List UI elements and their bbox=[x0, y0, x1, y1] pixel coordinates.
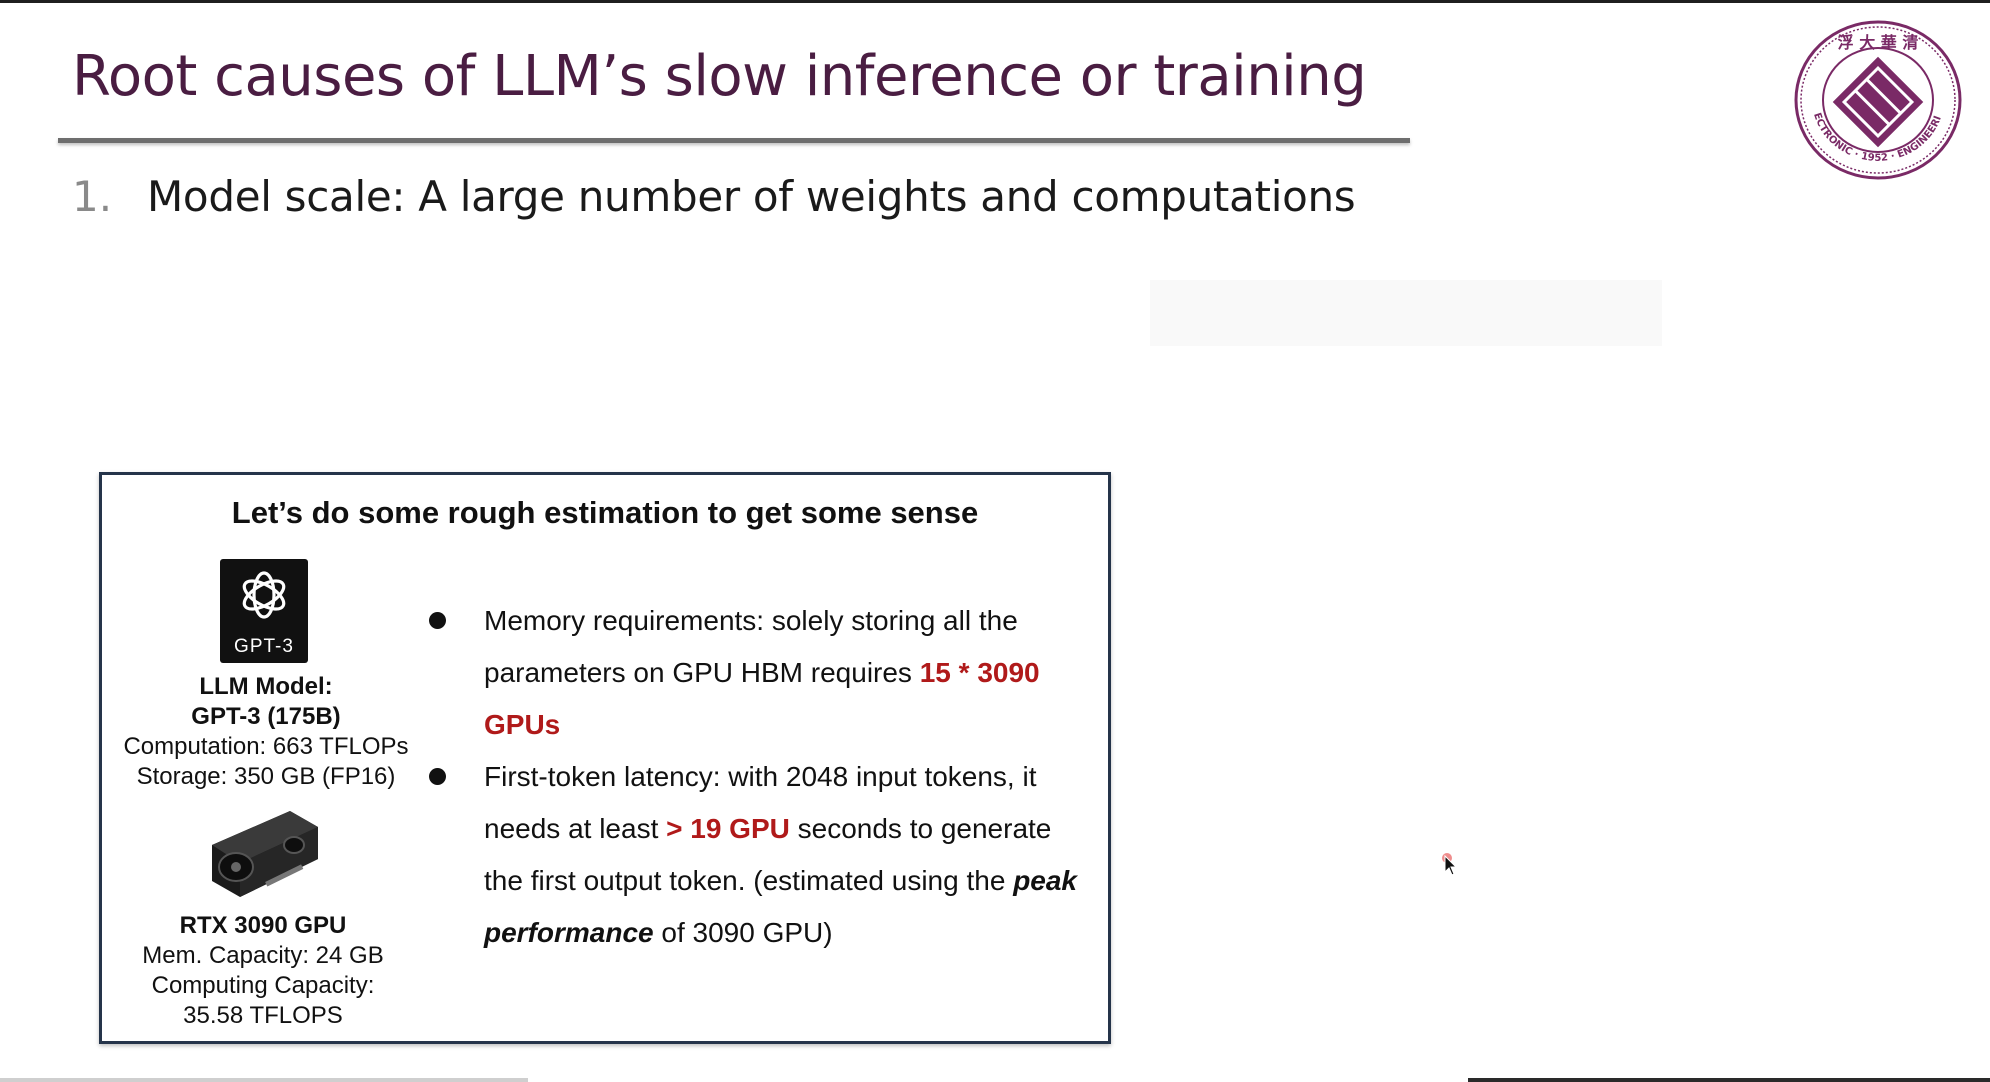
mouse-pointer-icon bbox=[1441, 852, 1461, 878]
bullet-latency-text-b: seconds to generate the first output tok… bbox=[484, 813, 1052, 896]
bullet-latency-text-a: First-token latency: with 2048 input tok… bbox=[484, 761, 1037, 844]
bullet-memory: Memory requirements: solely storing all … bbox=[426, 595, 1096, 751]
bottom-border-left bbox=[0, 1078, 528, 1082]
gpu-memory: Mem. Capacity: 24 GB bbox=[142, 942, 384, 969]
seal-chinese-text: 浮 大 華 清 bbox=[1838, 33, 1919, 52]
bullet-dot bbox=[429, 612, 446, 629]
title-underline bbox=[58, 138, 1410, 143]
gpu-name: RTX 3090 GPU bbox=[179, 912, 347, 939]
bottom-border-right bbox=[1468, 1078, 1990, 1082]
bullet-latency-highlight: > 19 GPU bbox=[666, 813, 790, 844]
bullet-latency-emphasis: peak performance bbox=[484, 865, 1078, 948]
university-seal-icon: 浮 大 華 清 ELECTRONIC · 1952 · ENGINEERING bbox=[1788, 10, 1964, 182]
gpu-info: RTX 3090 GPU Mem. Capacity: 24 GB Comput… bbox=[102, 911, 424, 1031]
gpt3-logo-label: GPT-3 bbox=[234, 636, 294, 657]
list-number: 1. bbox=[72, 172, 113, 221]
gpu-compute-value: 35.58 TFLOPS bbox=[183, 1002, 343, 1029]
top-edge bbox=[0, 0, 1990, 3]
bullet-latency: First-token latency: with 2048 input tok… bbox=[426, 751, 1096, 959]
gpt3-logo-icon: GPT-3 bbox=[220, 559, 308, 663]
faded-background-panel bbox=[1150, 280, 1662, 346]
box-heading: Let’s do some rough estimation to get so… bbox=[231, 495, 979, 530]
bullet-memory-text: Memory requirements: solely storing all … bbox=[484, 605, 1018, 688]
model-name: GPT-3 (175B) bbox=[191, 703, 341, 730]
model-label: LLM Model: bbox=[199, 673, 333, 700]
gpu-card-icon bbox=[194, 801, 322, 909]
bullet-list: Memory requirements: solely storing all … bbox=[426, 595, 1096, 959]
model-computation: Computation: 663 TFLOPs bbox=[123, 733, 409, 760]
model-storage: Storage: 350 GB (FP16) bbox=[136, 763, 396, 790]
estimation-box: Let’s do some rough estimation to get so… bbox=[99, 472, 1111, 1044]
bullet-dot bbox=[429, 768, 446, 785]
list-item-text: Model scale: A large number of weights a… bbox=[147, 172, 1356, 221]
bullet-latency-text-c: of 3090 GPU) bbox=[653, 917, 833, 948]
model-info: LLM Model: GPT-3 (175B) Computation: 663… bbox=[102, 672, 430, 792]
gpu-compute-label: Computing Capacity: bbox=[151, 972, 375, 999]
bullet-memory-highlight: 15 * 3090 GPUs bbox=[484, 657, 1040, 740]
slide-title: Root causes of LLM’s slow inference or t… bbox=[72, 44, 1367, 109]
